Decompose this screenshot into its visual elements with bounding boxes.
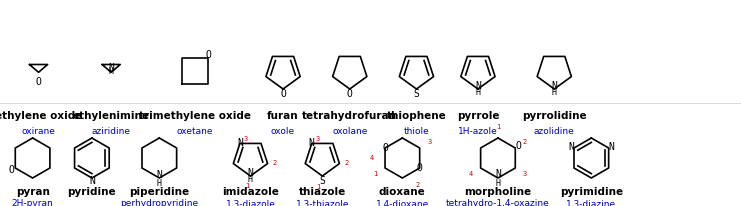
Text: O: O bbox=[36, 77, 41, 87]
Text: N: N bbox=[309, 138, 315, 149]
Text: dioxane: dioxane bbox=[379, 187, 426, 197]
Text: N: N bbox=[247, 168, 253, 178]
Text: H: H bbox=[109, 67, 113, 76]
Text: N: N bbox=[237, 138, 243, 149]
Text: N: N bbox=[568, 142, 574, 151]
Text: oxetane: oxetane bbox=[176, 126, 213, 136]
Text: N: N bbox=[108, 63, 114, 73]
Text: 4: 4 bbox=[369, 155, 373, 161]
Text: 1: 1 bbox=[316, 184, 321, 190]
Text: 1: 1 bbox=[373, 171, 378, 177]
Text: 2: 2 bbox=[522, 139, 527, 145]
Text: O: O bbox=[205, 50, 211, 60]
Text: 1,3-diazine: 1,3-diazine bbox=[566, 199, 617, 206]
Text: H: H bbox=[248, 175, 253, 184]
Text: pyrrole: pyrrole bbox=[456, 111, 499, 121]
Text: O: O bbox=[516, 141, 522, 151]
Text: oxolane: oxolane bbox=[332, 126, 368, 136]
Text: 1,3-thiazole: 1,3-thiazole bbox=[296, 199, 349, 206]
Text: O: O bbox=[347, 89, 353, 98]
Text: 2: 2 bbox=[345, 160, 349, 166]
Text: O: O bbox=[9, 165, 14, 175]
Text: 4: 4 bbox=[469, 171, 473, 177]
Text: azolidine: azolidine bbox=[534, 126, 574, 136]
Text: tetrahydro-1,4-oxazine: tetrahydro-1,4-oxazine bbox=[446, 199, 550, 206]
Text: furan: furan bbox=[268, 111, 299, 121]
Text: N: N bbox=[495, 169, 501, 179]
Text: pyran: pyran bbox=[16, 187, 50, 197]
Text: morpholine: morpholine bbox=[465, 187, 531, 197]
Text: H: H bbox=[496, 179, 500, 187]
Text: 1H-azole: 1H-azole bbox=[458, 126, 498, 136]
Text: 2H-pyran: 2H-pyran bbox=[12, 199, 53, 206]
Text: N: N bbox=[475, 81, 481, 91]
Text: N: N bbox=[608, 142, 614, 151]
Text: N: N bbox=[89, 176, 95, 186]
Text: 3: 3 bbox=[316, 136, 320, 142]
Text: O: O bbox=[416, 163, 422, 173]
Text: oxirane: oxirane bbox=[21, 126, 56, 136]
Text: O: O bbox=[280, 89, 286, 98]
Text: H: H bbox=[476, 88, 480, 97]
Text: N: N bbox=[551, 81, 557, 91]
Text: O: O bbox=[382, 143, 388, 153]
Text: perhydropyridine: perhydropyridine bbox=[120, 199, 199, 206]
Text: 1,3-diazole: 1,3-diazole bbox=[225, 199, 276, 206]
Text: 3: 3 bbox=[244, 136, 248, 142]
Text: 2: 2 bbox=[273, 160, 277, 166]
Text: ethylenimine: ethylenimine bbox=[73, 111, 150, 121]
Text: thiole: thiole bbox=[404, 126, 429, 136]
Text: pyrrolidine: pyrrolidine bbox=[522, 111, 587, 121]
Text: aziridine: aziridine bbox=[92, 126, 130, 136]
Text: 2: 2 bbox=[416, 182, 420, 188]
Text: oxole: oxole bbox=[271, 126, 295, 136]
Text: trimethylene oxide: trimethylene oxide bbox=[139, 111, 251, 121]
Text: 3: 3 bbox=[522, 171, 527, 177]
Text: 1: 1 bbox=[245, 183, 249, 189]
Text: 1: 1 bbox=[496, 124, 500, 130]
Text: S: S bbox=[319, 176, 325, 185]
Text: N: N bbox=[156, 170, 162, 180]
Text: pyridine: pyridine bbox=[67, 187, 116, 197]
Text: 1,4-dioxane: 1,4-dioxane bbox=[376, 199, 429, 206]
Text: piperidine: piperidine bbox=[129, 187, 190, 197]
Text: imidazole: imidazole bbox=[222, 187, 279, 197]
Text: 3: 3 bbox=[427, 139, 431, 145]
Text: tetrahydrofuran: tetrahydrofuran bbox=[302, 111, 397, 121]
Text: H: H bbox=[157, 179, 162, 187]
Text: ethylene oxide: ethylene oxide bbox=[0, 111, 82, 121]
Text: S: S bbox=[413, 89, 419, 98]
Text: thiazole: thiazole bbox=[299, 187, 346, 197]
Text: H: H bbox=[552, 88, 556, 97]
Text: pyrimidine: pyrimidine bbox=[559, 187, 623, 197]
Text: thiophene: thiophene bbox=[387, 111, 446, 121]
